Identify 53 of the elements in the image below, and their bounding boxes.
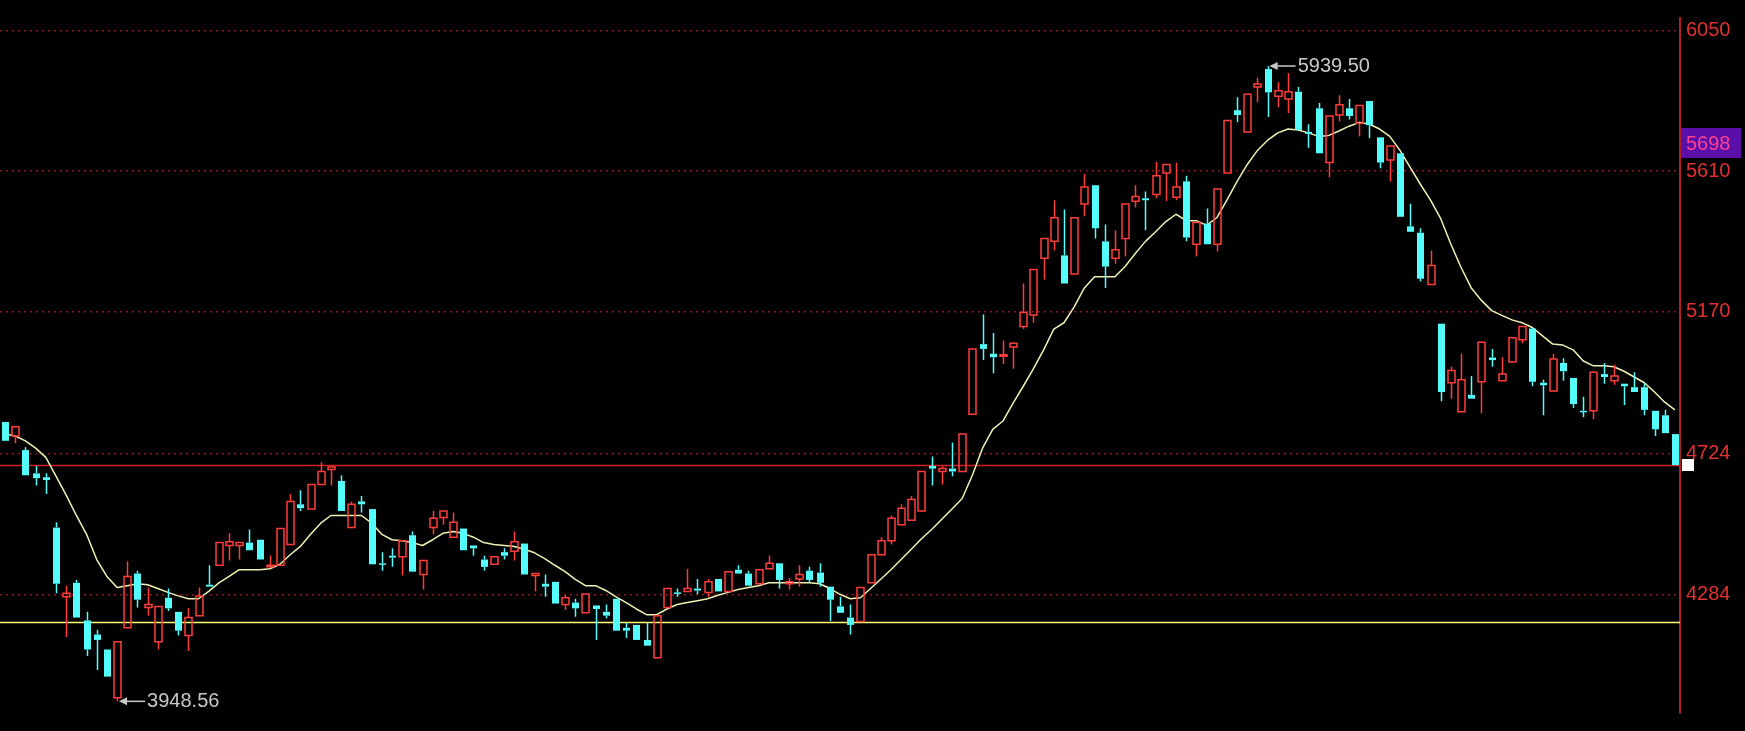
candlestick — [929, 455, 936, 487]
candlestick — [542, 573, 549, 598]
y-tick-label: 6050 — [1686, 18, 1731, 41]
candlestick — [968, 348, 977, 416]
candlestick — [1386, 145, 1395, 183]
annotation: 3948.56 — [147, 688, 220, 711]
candlestick — [653, 614, 662, 659]
candlestick — [184, 607, 193, 652]
candlestick — [1009, 342, 1018, 370]
candlestick — [1223, 119, 1232, 174]
candlestick — [1265, 65, 1272, 118]
candlestick — [581, 593, 590, 614]
candlestick — [827, 586, 834, 622]
candlestick — [856, 586, 865, 623]
candlestick — [613, 598, 620, 631]
candlestick — [1397, 153, 1404, 217]
candlestick — [1477, 341, 1486, 415]
candlestick — [104, 649, 111, 677]
y-tick-label: 5610 — [1686, 158, 1731, 181]
candlestick — [847, 603, 854, 636]
candlestick — [369, 509, 376, 565]
annotation: 5939.50 — [1297, 53, 1370, 76]
candlestick — [724, 570, 733, 593]
candlestick — [999, 339, 1008, 365]
candlestick — [1672, 434, 1679, 466]
y-tick-label: 4724 — [1686, 441, 1731, 464]
candlestick — [1102, 223, 1109, 289]
candlestick — [490, 555, 499, 566]
candlestick — [1253, 76, 1262, 103]
candlestick — [552, 581, 559, 604]
candlestick — [398, 539, 407, 577]
candlestick — [510, 530, 519, 562]
candlestick — [980, 313, 987, 361]
candlestick — [663, 587, 672, 609]
candlestick — [1162, 163, 1171, 202]
candlestick — [94, 628, 101, 671]
text: 5698 — [1686, 131, 1731, 154]
candlestick — [958, 433, 967, 473]
candlestick — [1305, 123, 1312, 149]
candlestick — [683, 568, 692, 593]
candlestick — [460, 528, 467, 551]
y-tick-label: 4284 — [1686, 581, 1731, 604]
candlestick — [257, 539, 264, 560]
candlestick — [1407, 202, 1414, 232]
candlestick — [206, 564, 213, 587]
candlestick — [593, 605, 600, 641]
candlestick — [1061, 208, 1068, 284]
y-tick-label: 5170 — [1686, 299, 1731, 322]
candlestick — [1243, 93, 1252, 133]
candlestick — [1234, 96, 1241, 124]
candlestick — [1142, 190, 1149, 231]
candlestick — [62, 584, 71, 638]
candlestick — [1070, 217, 1079, 275]
